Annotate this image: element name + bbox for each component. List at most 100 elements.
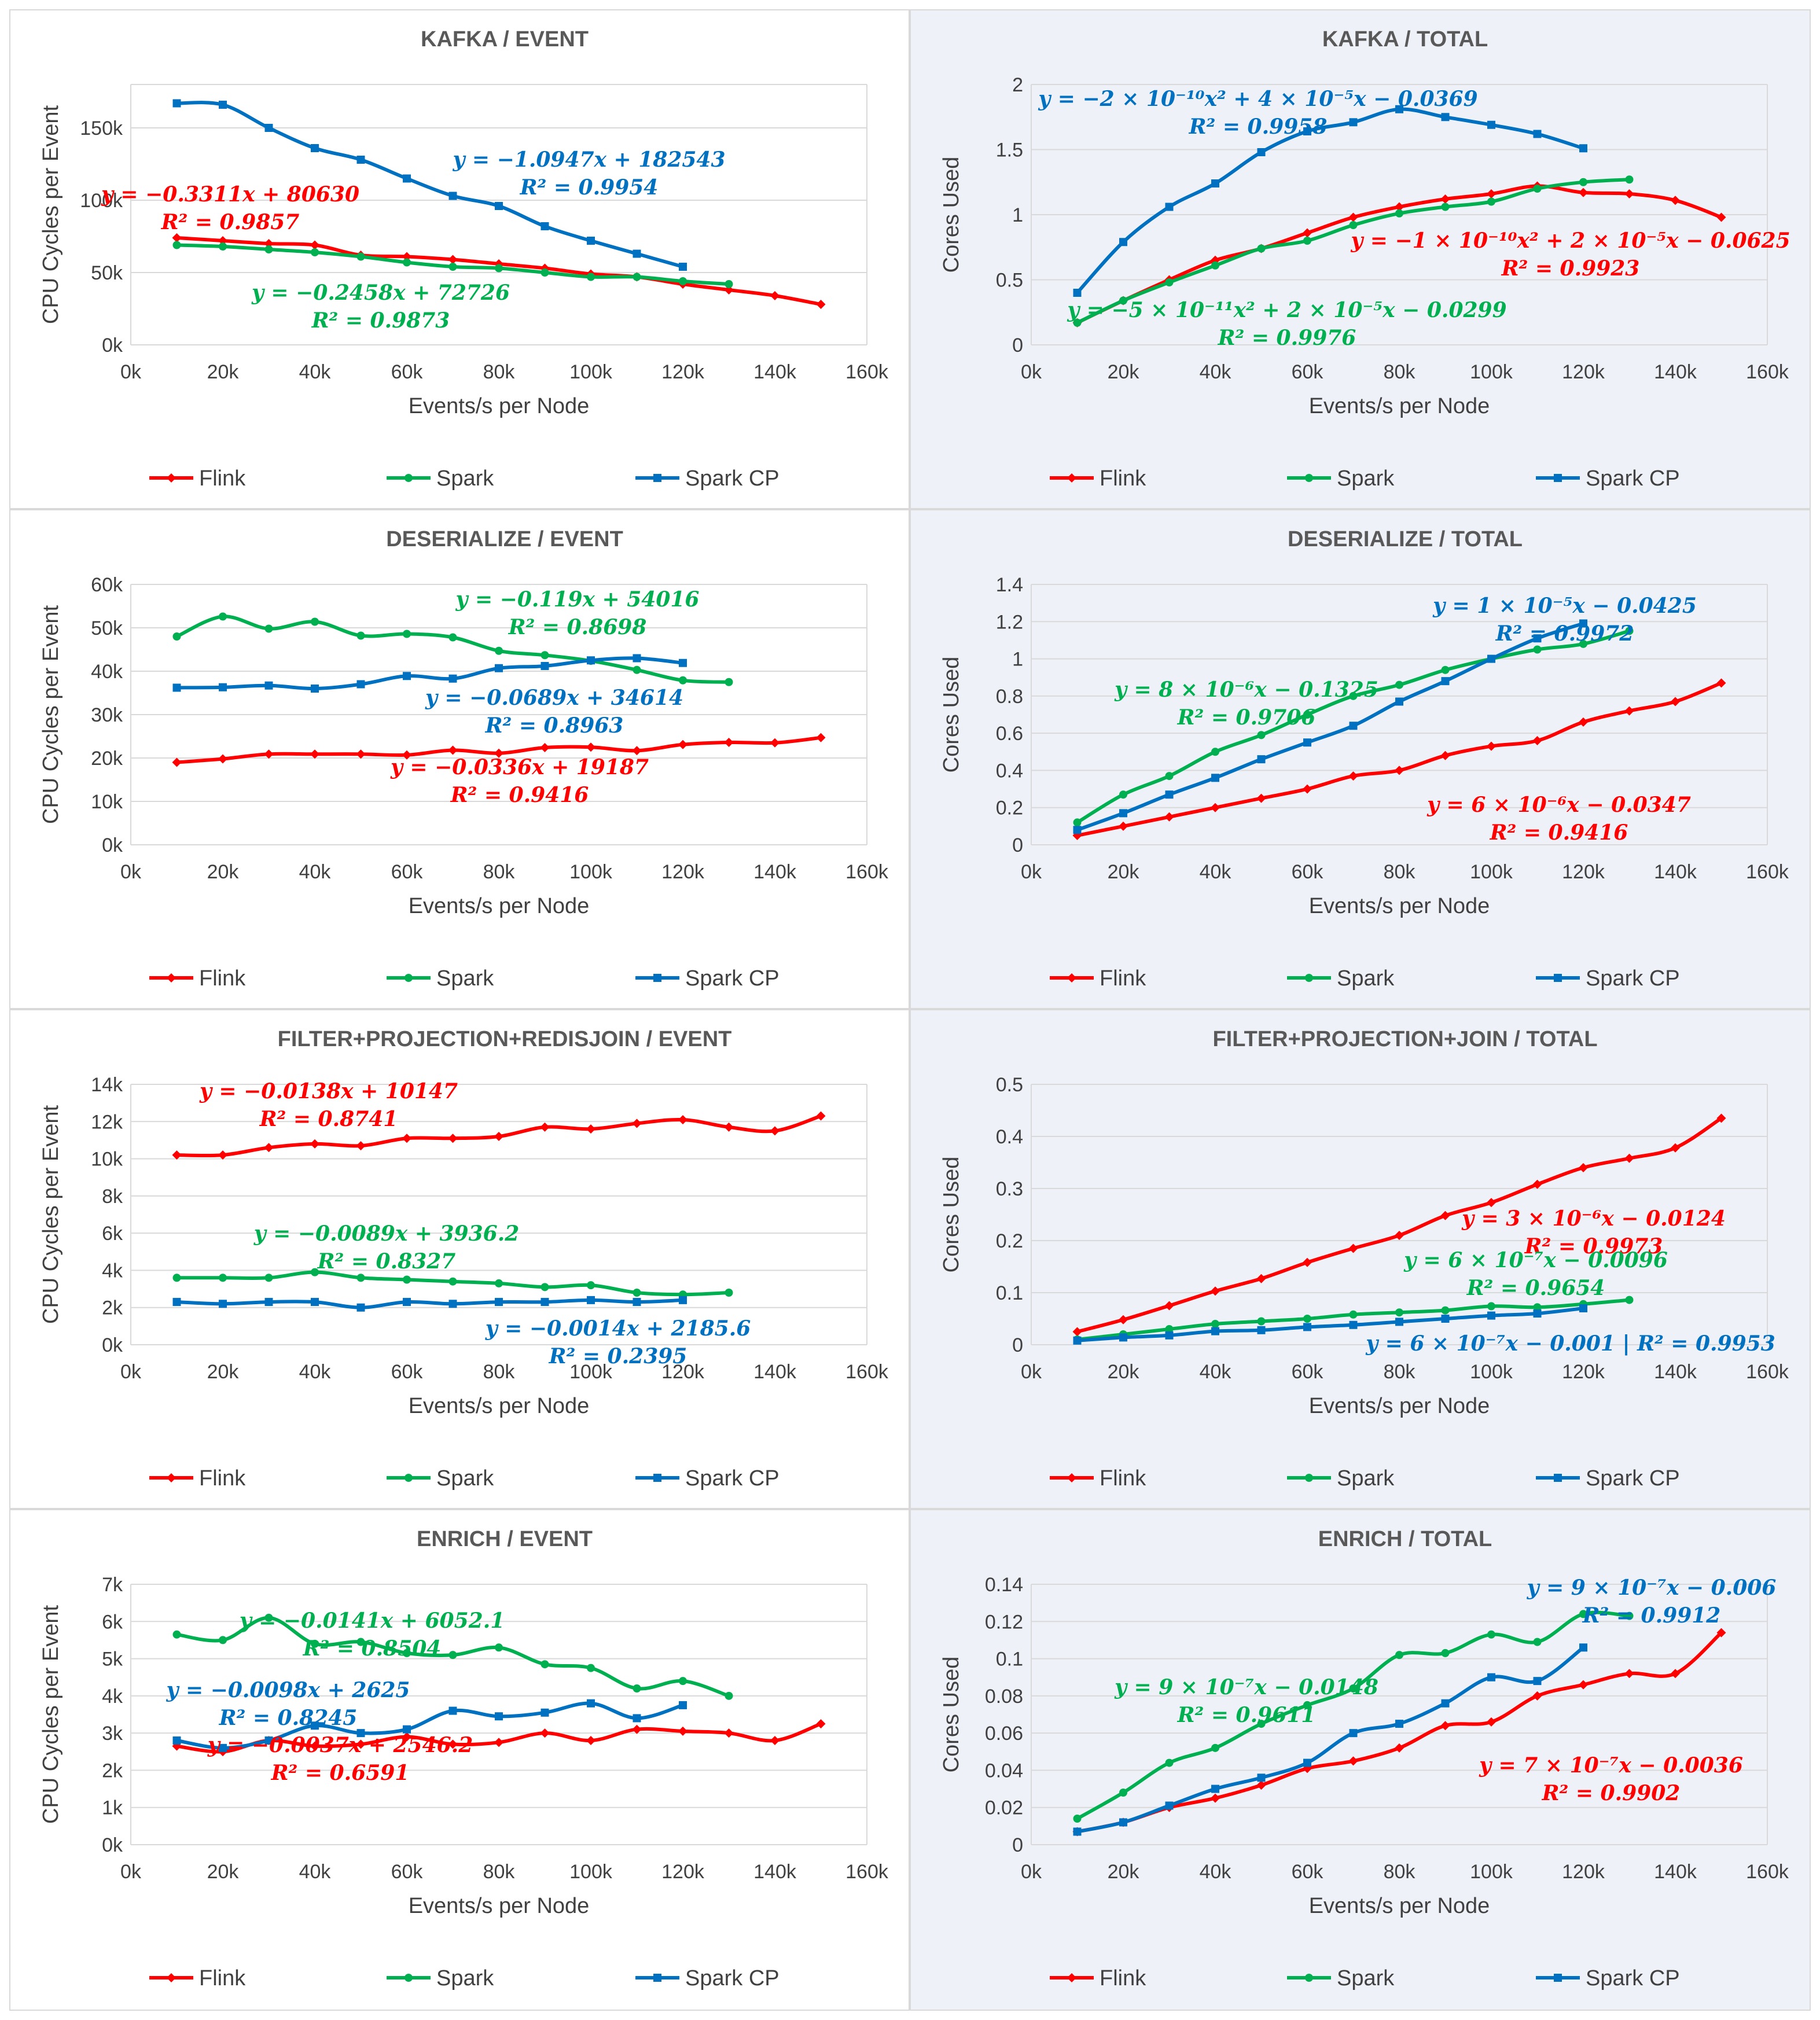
x-tick-label: 100k [1470, 1361, 1513, 1383]
chart-grid: KAFKA / EVENT 0k 50k 100k 150k 0k 20k 40k 60k 80k… [9, 9, 1811, 2011]
data-point [1165, 1331, 1174, 1340]
legend-label: Spark CP [1586, 1966, 1680, 1990]
y-tick-label: 0k [102, 1334, 123, 1356]
data-point [264, 245, 273, 253]
regression-equation: y = −0.0089x + 3936.2 [253, 1221, 520, 1246]
y-tick-label: 5k [102, 1649, 123, 1671]
x-tick-label: 20k [1108, 1361, 1140, 1383]
data-point [632, 1118, 642, 1128]
x-tick-label: 160k [1746, 861, 1789, 883]
data-point [1257, 731, 1266, 739]
data-point [1487, 1717, 1496, 1727]
data-point [264, 624, 273, 633]
data-point [448, 1134, 458, 1143]
data-point [679, 277, 687, 285]
data-point [1533, 1677, 1542, 1686]
y-tick-label: 1.4 [996, 574, 1023, 596]
data-point [448, 255, 458, 264]
legend-marker [405, 1474, 413, 1482]
data-point [541, 651, 549, 660]
x-tick-label: 60k [391, 361, 424, 383]
x-tick-label: 80k [483, 1361, 516, 1383]
data-point [172, 99, 181, 108]
y-tick-label: 0k [102, 834, 123, 856]
x-axis-title: Events/s per Node [409, 394, 590, 418]
data-point [1487, 1198, 1496, 1208]
data-point [172, 1736, 181, 1745]
series-line [1075, 1307, 1585, 1342]
legend-label: Spark CP [685, 466, 780, 491]
data-point [403, 672, 411, 680]
data-point [310, 1139, 319, 1149]
regression-equation: y = 6 × 10⁻⁷x − 0.001 | R² = 0.9953 [1365, 1331, 1775, 1356]
chart-title: ENRICH / EVENT [417, 1527, 593, 1551]
data-point [1211, 261, 1219, 270]
data-point [1395, 680, 1403, 689]
data-point [1257, 755, 1266, 764]
r-squared-label: R² = 0.9706 [1177, 705, 1316, 730]
data-point [356, 1739, 366, 1749]
r-squared-label: R² = 0.9654 [1466, 1276, 1605, 1300]
data-point [311, 1639, 319, 1648]
x-tick-label: 80k [1384, 861, 1416, 883]
data-point [495, 1712, 503, 1721]
legend-label: Flink [199, 966, 246, 991]
y-tick-label: 1.5 [996, 139, 1023, 161]
data-point [172, 1150, 182, 1160]
x-tick-label: 80k [483, 861, 516, 883]
data-point [311, 1721, 319, 1730]
x-axis-title: Events/s per Node [1309, 894, 1490, 918]
legend-label: Spark CP [1586, 466, 1680, 491]
data-point [1441, 113, 1450, 122]
data-point [816, 733, 826, 742]
r-squared-label: R² = 0.6591 [271, 1761, 410, 1785]
data-point [1073, 1827, 1082, 1836]
data-point [1303, 228, 1312, 238]
x-tick-label: 40k [1200, 1361, 1232, 1383]
data-point [1441, 1306, 1450, 1315]
data-point [1303, 127, 1311, 135]
x-tick-label: 20k [207, 1861, 240, 1883]
y-axis-title: CPU Cycles per Event [39, 1605, 63, 1824]
legend-marker [1554, 1474, 1562, 1482]
x-tick-label: 60k [1292, 1861, 1324, 1883]
y-tick-label: 30k [91, 704, 123, 726]
data-point [1348, 771, 1358, 781]
legend-marker [1554, 974, 1562, 982]
x-axis-title: Events/s per Node [409, 1394, 590, 1418]
data-point [172, 1274, 181, 1282]
data-point [219, 683, 227, 691]
data-point [1165, 278, 1174, 286]
data-point [1211, 179, 1219, 187]
data-point [1211, 1327, 1219, 1335]
legend-marker [1305, 1974, 1313, 1982]
data-point [495, 646, 503, 655]
x-tick-label: 140k [1654, 1861, 1697, 1883]
regression-equation: y = 9 × 10⁻⁷x − 0.006 [1527, 1576, 1777, 1600]
data-point [587, 1281, 595, 1290]
data-point [1349, 118, 1358, 127]
legend-label: Spark [1337, 1466, 1395, 1491]
y-tick-label: 40k [91, 661, 123, 683]
y-tick-label: 6k [102, 1223, 123, 1245]
y-tick-label: 4k [102, 1260, 123, 1282]
data-point [679, 658, 687, 667]
y-tick-label: 0.2 [996, 1230, 1023, 1252]
data-point [356, 1303, 365, 1312]
data-point [1533, 1309, 1542, 1318]
regression-equation: y = −0.119x + 54016 [455, 587, 700, 612]
data-point [1073, 826, 1082, 834]
regression-equation: y = 6 × 10⁻⁷x − 0.0096 [1403, 1248, 1668, 1272]
legend-marker [1067, 473, 1076, 483]
x-tick-label: 140k [753, 1861, 797, 1883]
x-tick-label: 20k [207, 1361, 240, 1383]
y-tick-label: 0k [102, 334, 123, 356]
data-point [1119, 790, 1127, 799]
chart-svg: DESERIALIZE / TOTAL 0 0.2 0.4 0.6 0.8 1 1.2 1.4 0… [939, 527, 1789, 991]
x-tick-label: 140k [1654, 361, 1697, 383]
data-point [1303, 1701, 1311, 1709]
data-point [356, 1274, 365, 1282]
data-point [403, 258, 411, 267]
data-point [1257, 1720, 1266, 1728]
